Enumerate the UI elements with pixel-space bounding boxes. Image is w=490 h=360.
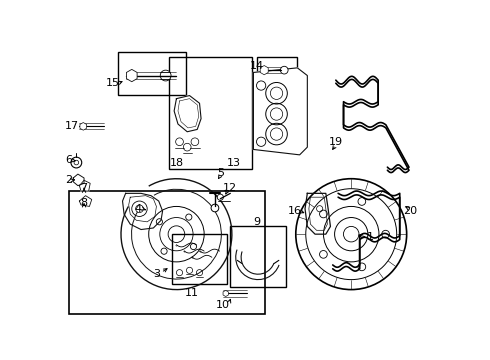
Text: 4: 4 (134, 204, 142, 214)
Text: 7: 7 (80, 183, 88, 193)
Text: 11: 11 (185, 288, 199, 298)
Bar (169, 57, 252, 169)
Circle shape (358, 263, 366, 271)
Bar (257, 57, 296, 89)
Text: 5: 5 (217, 167, 224, 177)
Bar (230, 226, 286, 287)
Polygon shape (260, 66, 268, 75)
Polygon shape (305, 193, 330, 234)
Text: 16: 16 (288, 206, 302, 216)
Circle shape (382, 230, 390, 238)
Circle shape (319, 210, 327, 218)
Circle shape (160, 70, 171, 81)
Circle shape (211, 204, 219, 212)
Circle shape (191, 243, 196, 249)
Circle shape (156, 219, 163, 225)
Text: 10: 10 (216, 300, 230, 310)
Text: 20: 20 (403, 206, 417, 216)
Polygon shape (79, 195, 92, 206)
Text: 6: 6 (65, 155, 72, 165)
Circle shape (217, 194, 223, 200)
Text: 8: 8 (80, 198, 88, 208)
Circle shape (358, 198, 366, 205)
Text: 18: 18 (170, 158, 183, 167)
Bar (69, 191, 265, 314)
Polygon shape (253, 68, 307, 155)
Text: 2: 2 (65, 175, 72, 185)
Polygon shape (174, 95, 201, 132)
Polygon shape (80, 122, 87, 130)
Bar (118, 53, 186, 95)
Circle shape (280, 66, 288, 74)
Text: 14: 14 (249, 61, 264, 71)
Bar (172, 234, 227, 284)
Circle shape (161, 248, 167, 254)
Polygon shape (122, 193, 163, 230)
Text: 9: 9 (253, 217, 260, 227)
Text: 15: 15 (105, 78, 120, 88)
Text: 19: 19 (329, 137, 343, 147)
Text: 13: 13 (226, 158, 241, 167)
Circle shape (319, 251, 327, 258)
Text: 12: 12 (223, 183, 237, 193)
Polygon shape (74, 174, 84, 186)
Text: 1: 1 (367, 232, 374, 242)
Polygon shape (126, 69, 137, 82)
Polygon shape (223, 291, 228, 297)
Text: 3: 3 (153, 269, 160, 279)
Polygon shape (79, 180, 90, 191)
Text: 17: 17 (65, 121, 79, 131)
Circle shape (186, 214, 192, 220)
